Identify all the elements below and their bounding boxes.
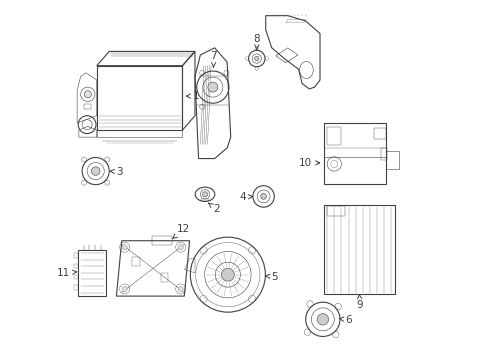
Text: 12: 12 [172,224,191,239]
Bar [327,206,345,216]
Circle shape [122,287,127,292]
Text: 5: 5 [266,272,278,282]
Circle shape [261,194,267,199]
Bar [74,275,78,279]
Text: 10: 10 [299,158,319,168]
Text: 3: 3 [110,167,123,177]
Bar [201,199,209,202]
Bar [373,128,386,139]
Bar [132,257,140,266]
Bar [161,273,168,282]
Circle shape [92,167,100,175]
Text: 2: 2 [208,203,220,214]
Circle shape [202,192,207,197]
Circle shape [178,245,183,249]
Circle shape [221,268,234,281]
Circle shape [208,82,218,92]
Bar [323,123,386,184]
Text: 11: 11 [57,268,77,278]
Circle shape [122,245,127,249]
Bar [83,104,91,109]
Bar [323,205,395,294]
Bar [152,236,172,245]
Circle shape [84,91,92,98]
Bar [74,253,78,257]
Circle shape [178,287,183,292]
Text: 7: 7 [210,51,217,67]
Text: 1: 1 [186,91,200,101]
Bar [78,249,106,296]
Text: 4: 4 [240,192,252,202]
Bar [327,127,342,145]
Circle shape [317,314,329,325]
Text: 9: 9 [357,294,364,310]
Text: 6: 6 [340,315,352,325]
Text: 8: 8 [253,33,260,49]
Bar [74,285,78,290]
Bar [74,264,78,268]
Bar [381,148,387,160]
Circle shape [255,57,259,61]
